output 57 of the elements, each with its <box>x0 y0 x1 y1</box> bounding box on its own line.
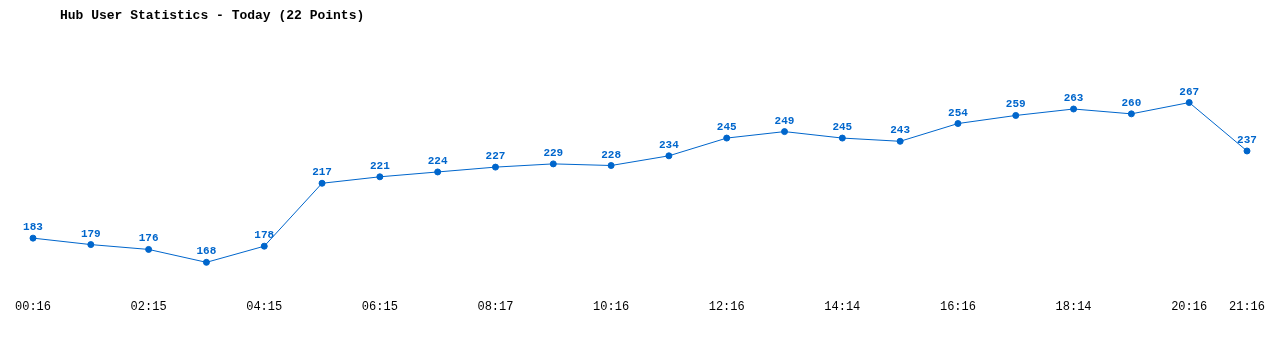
x-tick-label: 04:15 <box>246 299 283 314</box>
data-label: 183 <box>23 221 44 234</box>
x-tick-label: 10:16 <box>593 299 630 314</box>
data-label: 237 <box>1237 133 1257 146</box>
point <box>896 137 904 145</box>
x-tick-label: 14:14 <box>824 299 861 314</box>
data-label: 221 <box>369 159 391 172</box>
data-label: 179 <box>80 227 101 240</box>
x-tick-label: 16:16 <box>939 299 976 314</box>
data-label: 245 <box>832 121 853 134</box>
x-tick-label: 20:16 <box>1171 299 1208 314</box>
data-label: 254 <box>948 106 969 119</box>
data-label: 243 <box>890 124 911 137</box>
point <box>1012 111 1020 119</box>
point <box>491 163 499 171</box>
data-label: 176 <box>138 232 159 245</box>
point <box>549 160 557 168</box>
data-label: 249 <box>774 114 795 127</box>
data-label: 260 <box>1121 96 1142 109</box>
x-tick-label: 21:16 <box>1228 299 1266 314</box>
x-tick-label: 00:16 <box>14 299 52 314</box>
point <box>1185 99 1193 107</box>
data-label: 224 <box>427 154 448 167</box>
point <box>29 234 37 242</box>
data-label: 227 <box>485 150 506 163</box>
data-label: 217 <box>312 166 332 179</box>
data-label: 168 <box>196 245 217 258</box>
x-tick-label: 06:15 <box>361 299 398 314</box>
data-label: 259 <box>1005 98 1026 111</box>
point <box>87 241 95 249</box>
point <box>145 245 153 253</box>
data-label: 245 <box>716 121 738 134</box>
x-tick-label: 18:14 <box>1055 299 1092 314</box>
point <box>260 242 268 250</box>
data-label: 178 <box>254 229 275 242</box>
point <box>607 162 615 169</box>
data-label: 234 <box>659 138 680 151</box>
point <box>318 179 326 187</box>
point <box>665 152 673 160</box>
point <box>1243 147 1251 155</box>
data-label: 228 <box>601 148 622 161</box>
x-tick-label: 12:16 <box>708 299 745 314</box>
data-label: 229 <box>543 146 564 159</box>
data-label: 263 <box>1063 92 1084 105</box>
point <box>1127 110 1135 118</box>
point <box>723 134 731 142</box>
chart-title: Hub User Statistics - Today (22 Points) <box>60 8 365 23</box>
point <box>954 120 962 128</box>
point <box>202 258 210 266</box>
point <box>376 173 384 181</box>
point <box>1070 105 1078 113</box>
x-tick-label: 08:17 <box>477 299 514 314</box>
point <box>434 168 442 176</box>
point <box>781 128 789 136</box>
data-label: 267 <box>1179 85 1200 98</box>
point <box>838 134 846 142</box>
x-tick-label: 02:15 <box>130 299 167 314</box>
